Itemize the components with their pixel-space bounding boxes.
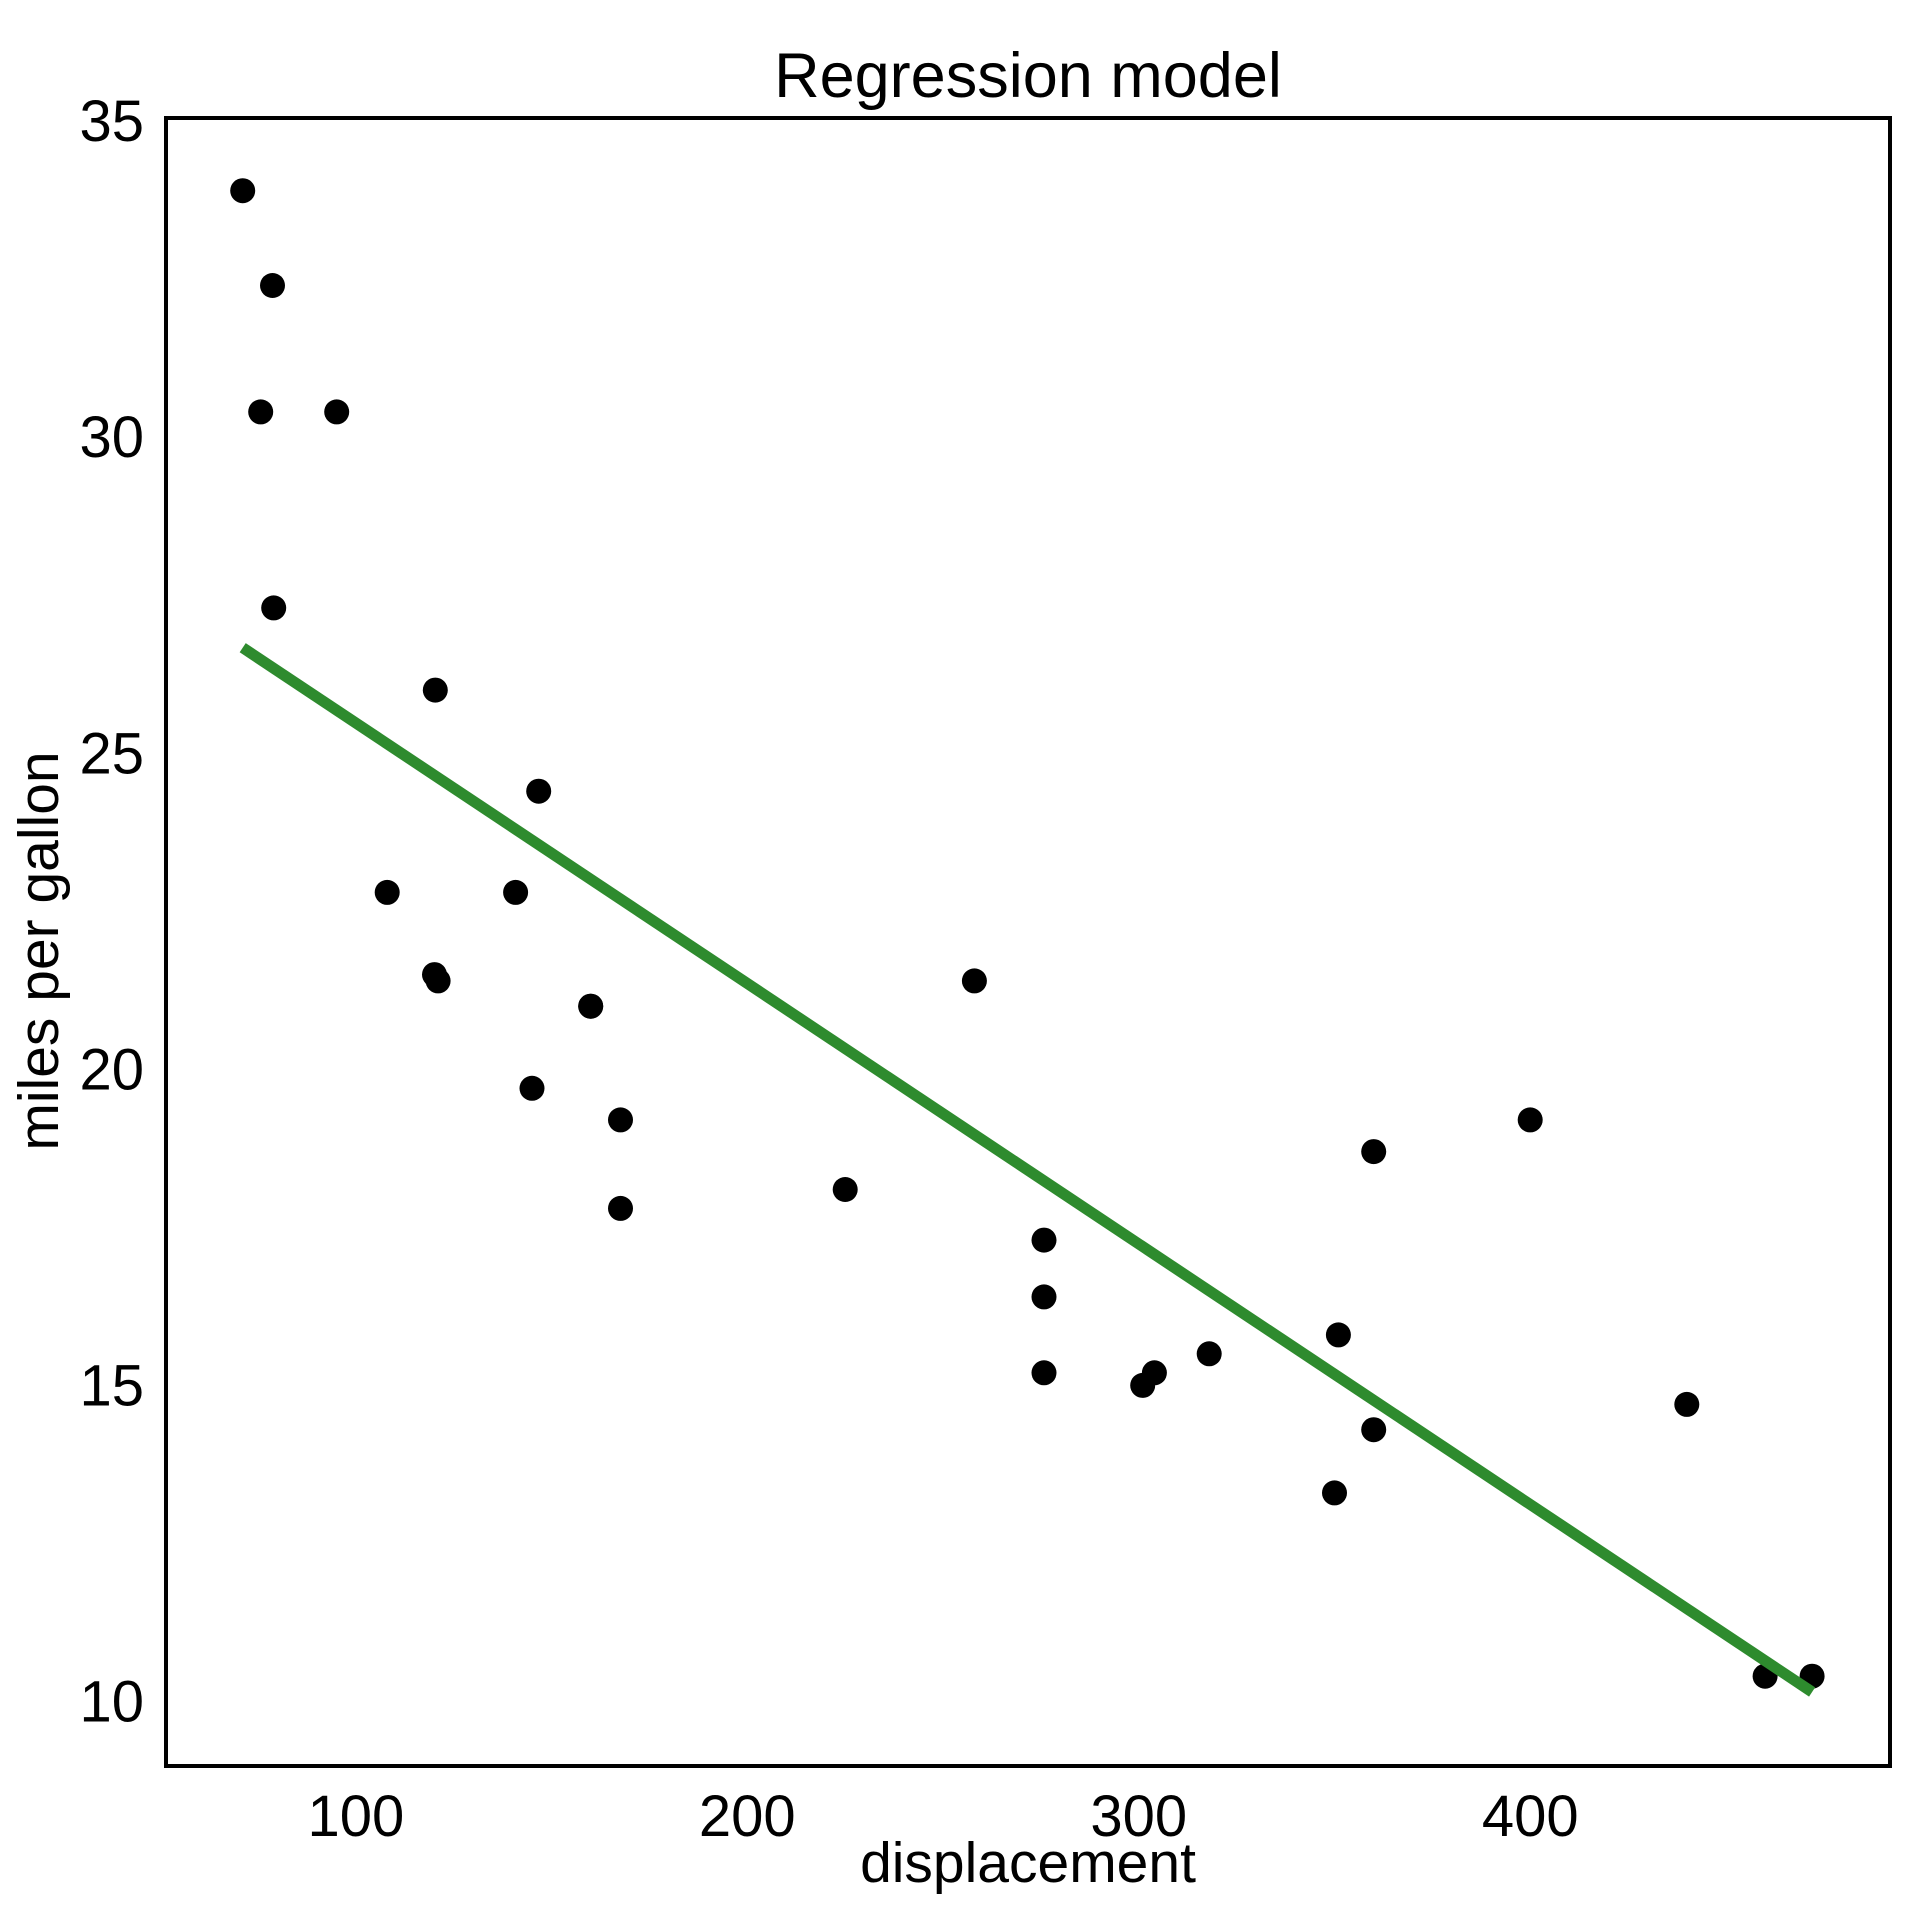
scatter-point (1130, 1372, 1156, 1398)
scatter-point (608, 1195, 633, 1221)
scatter-point (961, 968, 987, 994)
x-tick-label: 300 (1090, 1784, 1187, 1849)
scatter-point (526, 778, 552, 804)
regression-line (239, 643, 1816, 1697)
scatter-point (422, 677, 448, 703)
scatter-point (260, 273, 285, 298)
y-tick-label: 30 (79, 405, 144, 470)
scatter-point (1196, 1341, 1222, 1367)
scatter-point (1031, 1227, 1057, 1253)
x-axis-label: displacement (860, 1831, 1196, 1895)
scatter-point (1674, 1391, 1700, 1417)
scatter-point (608, 1107, 633, 1133)
scatter-point (1031, 1284, 1057, 1310)
scatter-point (425, 968, 451, 994)
x-tick-label: 100 (307, 1784, 404, 1849)
scatter-point (1517, 1107, 1543, 1133)
y-tick-label: 20 (79, 1037, 144, 1102)
y-tick-label: 25 (79, 721, 144, 786)
x-tick-labels: 100 200 300 400 (307, 1784, 1578, 1849)
plot-area (164, 116, 1892, 1768)
chart-title: Regression model (774, 41, 1282, 111)
x-tick-label: 200 (699, 1784, 796, 1849)
y-tick-labels: 10 15 20 25 30 35 (79, 89, 144, 1734)
y-axis-label: miles per gallon (7, 751, 71, 1150)
x-tick-label: 400 (1482, 1784, 1579, 1849)
y-tick-label: 35 (79, 89, 144, 154)
scatter-point (578, 993, 604, 1019)
y-tick-label: 15 (79, 1353, 144, 1418)
scatter-point (1031, 1360, 1057, 1386)
scatter-point (503, 879, 529, 905)
y-tick-label: 10 (79, 1670, 144, 1735)
scatter-point (248, 399, 274, 425)
scatter-point (1325, 1322, 1351, 1348)
scatter-point (230, 178, 256, 204)
scatter-point (1361, 1139, 1387, 1165)
scatter-point (1361, 1417, 1387, 1443)
scatter-point (832, 1177, 858, 1202)
scatter-point (1322, 1480, 1347, 1506)
scatter-point (374, 879, 400, 905)
scatter-points (230, 178, 1825, 1689)
scatter-point (261, 595, 287, 621)
scatter-point (519, 1075, 545, 1101)
scatter-point (324, 399, 350, 425)
